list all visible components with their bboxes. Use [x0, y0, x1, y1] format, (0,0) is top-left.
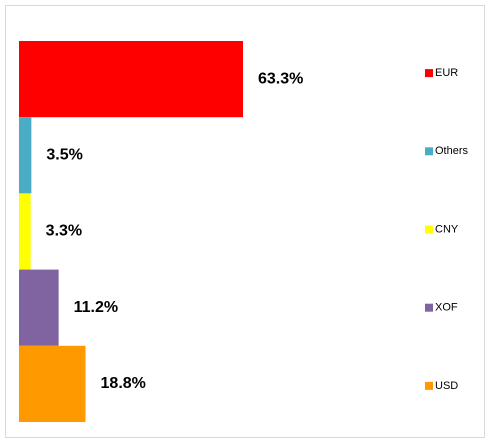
legend-swatch	[425, 303, 433, 312]
legend-label: XOF	[435, 302, 458, 314]
legend-swatch	[425, 225, 433, 234]
bar	[19, 41, 243, 118]
legend-label: USD	[435, 380, 458, 392]
value-label: 18.8%	[101, 375, 146, 392]
value-label: 11.2%	[74, 299, 118, 316]
bar	[19, 269, 59, 346]
legend-swatch	[425, 381, 433, 390]
value-label: 63.3%	[258, 70, 303, 87]
legend-label: EUR	[435, 67, 458, 79]
legend-swatch	[425, 69, 433, 78]
legend-label: Others	[435, 145, 469, 157]
value-label: 3.5%	[46, 147, 82, 164]
bar	[19, 117, 32, 194]
legend-label: CNY	[435, 223, 459, 235]
bar	[19, 193, 31, 270]
value-label: 3.3%	[46, 223, 82, 240]
legend-swatch	[425, 147, 433, 156]
bar	[19, 345, 86, 422]
